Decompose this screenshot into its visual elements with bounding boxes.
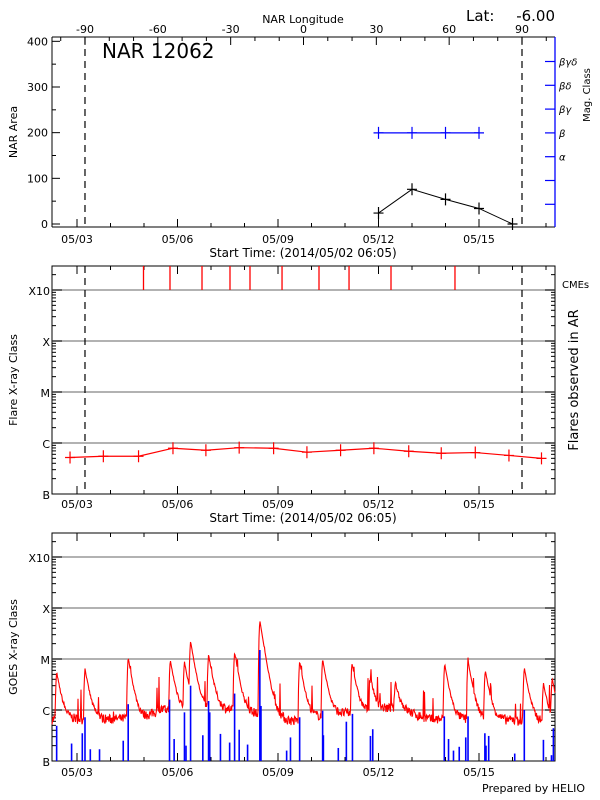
flare-point (503, 449, 514, 462)
lat-value: -6.00 (516, 7, 555, 25)
y-class-label: X (42, 336, 50, 349)
longitude-tick-label: -30 (222, 23, 240, 36)
mag-class-label: βδ (558, 81, 572, 92)
y-class-label: X10 (28, 285, 50, 298)
x-tick-label: 05/15 (463, 498, 495, 511)
flare-point (403, 445, 414, 458)
y-class-label: X (42, 603, 50, 616)
credit-text: Prepared by HELIO (482, 782, 585, 795)
x-axis-label: Start Time: (2014/05/02 06:05) (209, 246, 396, 260)
flare-point (200, 444, 211, 457)
flare-point (268, 442, 279, 455)
x-axis-label: Start Time: (2014/05/02 06:05) (209, 511, 396, 525)
mag-class-label: βγδ (558, 58, 577, 69)
y-axis-label: Flare X-ray Class (7, 334, 20, 426)
area-point (440, 193, 451, 206)
y-axis-label: NAR Area (7, 106, 20, 158)
x-tick-label: 05/12 (363, 498, 395, 511)
area-point (474, 202, 485, 215)
mag-class-point (474, 126, 485, 139)
y-class-label: B (42, 756, 50, 769)
longitude-tick-label: 30 (369, 23, 383, 36)
flare-point (536, 452, 547, 465)
x-tick-label: 05/09 (262, 766, 294, 779)
x-tick-label: 05/12 (363, 766, 395, 779)
y-tick-label: 300 (27, 81, 48, 94)
y-tick-label: 400 (27, 35, 48, 48)
area-point (407, 183, 418, 196)
x-tick-label: 05/12 (363, 233, 395, 246)
x-tick-label: 05/06 (162, 766, 194, 779)
longitude-tick-label: -90 (76, 23, 94, 36)
mag-class-point (373, 126, 384, 139)
y-class-label: M (41, 387, 51, 400)
flare-point (234, 441, 245, 454)
x-tick-label: 05/15 (463, 233, 495, 246)
flare-point (133, 450, 144, 463)
x-tick-label: 05/03 (61, 498, 93, 511)
flare-point (436, 447, 447, 460)
x-tick-label: 05/06 (162, 498, 194, 511)
flare-point (98, 450, 109, 463)
x-tick-label: 05/15 (463, 766, 495, 779)
plot-frame (51, 265, 556, 495)
longitude-tick-label: 0 (300, 23, 307, 36)
y-tick-label: 0 (41, 218, 48, 231)
region-title: NAR 12062 (102, 39, 215, 63)
area-point (507, 218, 518, 230)
y-class-label: B (42, 489, 50, 502)
top-axis-label: NAR Longitude (262, 13, 344, 26)
flare-point (167, 442, 178, 455)
x-tick-label: 05/03 (61, 766, 93, 779)
longitude-tick-label: 90 (515, 23, 529, 36)
y-axis-label: GOES X-ray Class (7, 599, 20, 695)
flare-point (470, 446, 481, 459)
longitude-tick-label: 60 (442, 23, 456, 36)
x-tick-label: 05/09 (262, 233, 294, 246)
mag-class-point (440, 126, 451, 139)
flare-point (301, 446, 312, 459)
mag-class-point (407, 126, 418, 139)
area-point (373, 207, 384, 220)
x-tick-label: 05/09 (262, 498, 294, 511)
flare-point (335, 444, 346, 457)
lat-label: Lat: (466, 7, 494, 25)
x-tick-label: 05/06 (162, 233, 194, 246)
flare-point (368, 442, 379, 455)
mag-class-label: βγ (558, 105, 572, 116)
y-class-label: C (42, 705, 50, 718)
flare-point (65, 451, 76, 464)
mag-class-label: β (558, 129, 566, 140)
longitude-tick-label: -60 (149, 23, 167, 36)
y-tick-label: 200 (27, 127, 48, 140)
plot-frame (51, 532, 556, 762)
y-class-label: C (42, 438, 50, 451)
mag-class-label: α (559, 153, 566, 164)
y2-axis-label: Flares observed in AR (567, 309, 582, 450)
mag-class-axis-label: Mag. Class (582, 68, 593, 122)
goes-long-channel-line (51, 621, 556, 726)
y-tick-label: 100 (27, 172, 48, 185)
cme-label: CMEs (562, 280, 589, 291)
x-tick-label: 05/03 (61, 233, 93, 246)
y-class-label: X10 (28, 552, 50, 565)
y-class-label: M (41, 654, 51, 667)
